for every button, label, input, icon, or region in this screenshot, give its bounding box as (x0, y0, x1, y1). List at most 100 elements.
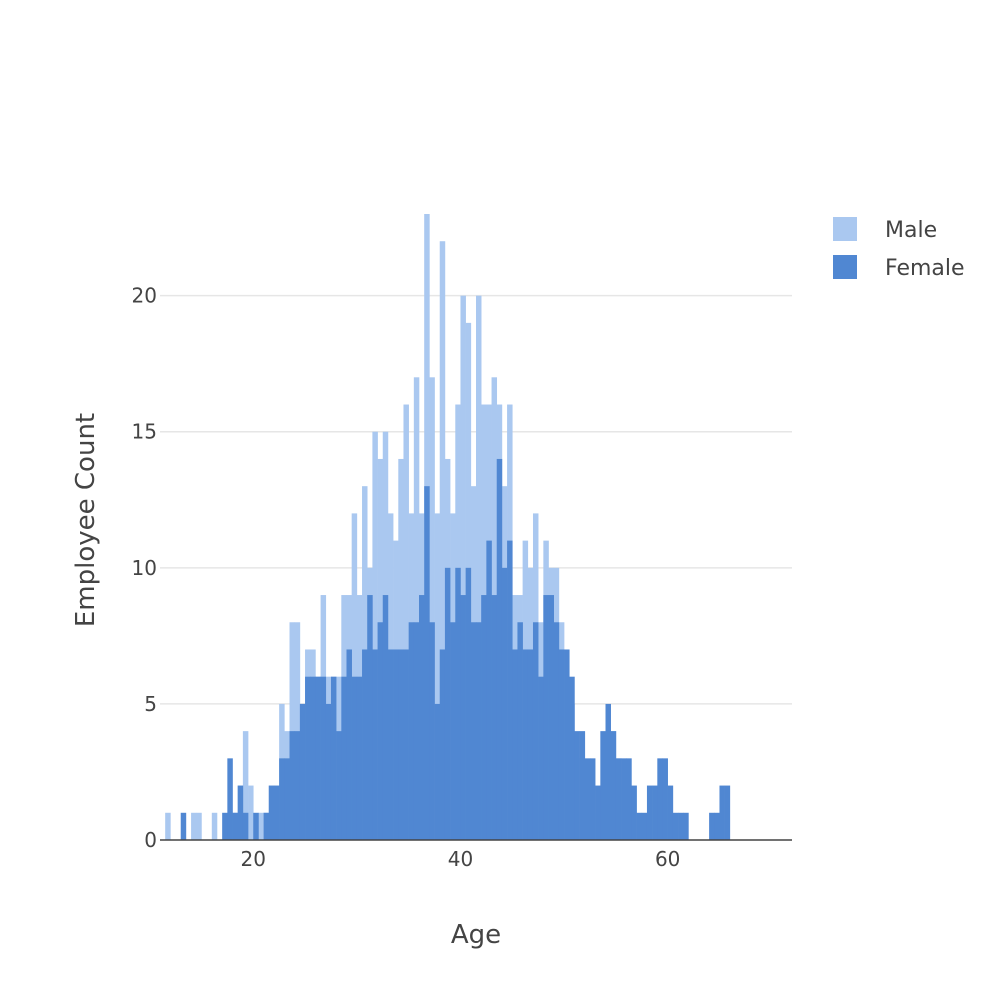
bar-female[interactable] (310, 676, 316, 840)
bar-male[interactable] (196, 812, 202, 840)
bar-female[interactable] (569, 676, 575, 840)
legend-item-male[interactable]: Male (833, 217, 937, 243)
bar-male[interactable] (242, 731, 249, 840)
bar-female[interactable] (253, 812, 259, 840)
bar-female[interactable] (465, 567, 472, 840)
bar-male[interactable] (439, 241, 446, 840)
bar-female[interactable] (709, 812, 715, 840)
bar-female[interactable] (636, 812, 643, 840)
bar-female[interactable] (486, 540, 492, 840)
bar-female[interactable] (325, 703, 332, 840)
bar-female[interactable] (279, 758, 285, 840)
bar-male[interactable] (434, 513, 441, 840)
bar-female[interactable] (501, 567, 508, 840)
bar-female[interactable] (242, 812, 249, 840)
bar-female[interactable] (351, 676, 358, 840)
bar-female[interactable] (610, 731, 617, 840)
bar-female[interactable] (382, 595, 389, 840)
bar-female[interactable] (284, 758, 290, 840)
legend[interactable]: Male Female (833, 217, 965, 281)
bar-female[interactable] (672, 812, 679, 840)
bar-female[interactable] (527, 649, 534, 840)
bar-female[interactable] (646, 785, 653, 840)
bar-female[interactable] (346, 649, 352, 840)
bar-female[interactable] (548, 595, 555, 840)
bar-female[interactable] (450, 622, 456, 840)
bar-female[interactable] (662, 758, 668, 840)
bar-female[interactable] (538, 676, 544, 840)
bar-female[interactable] (372, 649, 378, 840)
bar-female[interactable] (522, 649, 529, 840)
bar-female[interactable] (305, 676, 311, 840)
bar-male[interactable] (403, 404, 409, 840)
bar-female[interactable] (512, 649, 518, 840)
bar-female[interactable] (455, 567, 461, 840)
bar-female[interactable] (714, 812, 720, 840)
bar-female[interactable] (424, 486, 430, 840)
bar-female[interactable] (553, 622, 560, 840)
bar-female[interactable] (180, 812, 187, 840)
bar-female[interactable] (652, 785, 658, 840)
bar-female[interactable] (341, 676, 347, 840)
bar-female[interactable] (600, 731, 606, 840)
bar-female[interactable] (330, 676, 337, 840)
bar-female[interactable] (232, 812, 239, 840)
bar-male[interactable] (460, 295, 466, 840)
bar-female[interactable] (683, 812, 689, 840)
bar-male[interactable] (211, 812, 218, 840)
bar-female[interactable] (356, 676, 363, 840)
bar-female[interactable] (631, 785, 637, 840)
bar-female[interactable] (470, 622, 477, 840)
bar-female[interactable] (621, 758, 627, 840)
bar-female[interactable] (393, 649, 399, 840)
bar-female[interactable] (615, 758, 622, 840)
bar-female[interactable] (273, 785, 280, 840)
bar-female[interactable] (387, 649, 394, 840)
bar-female[interactable] (543, 595, 549, 840)
bar-female[interactable] (496, 458, 503, 840)
bar-female[interactable] (315, 676, 321, 840)
bar-female[interactable] (605, 703, 611, 840)
bar-female[interactable] (667, 785, 674, 840)
bar-female[interactable] (491, 595, 498, 840)
bar-male[interactable] (248, 785, 254, 840)
bar-female[interactable] (367, 595, 373, 840)
bar-female[interactable] (289, 731, 295, 840)
bar-female[interactable] (595, 785, 601, 840)
bar-female[interactable] (589, 758, 596, 840)
bar-female[interactable] (294, 731, 301, 840)
bar-male[interactable] (413, 377, 420, 840)
bar-female[interactable] (657, 758, 663, 840)
bar-male[interactable] (476, 295, 482, 840)
bar-female[interactable] (444, 567, 451, 840)
bar-female[interactable] (439, 649, 446, 840)
bar-female[interactable] (434, 703, 441, 840)
bar-female[interactable] (460, 595, 466, 840)
bar-female[interactable] (408, 622, 415, 840)
bar-female[interactable] (398, 649, 404, 840)
bar-female[interactable] (719, 785, 725, 840)
bar-female[interactable] (476, 622, 482, 840)
bar-female[interactable] (507, 540, 513, 840)
bar-female[interactable] (237, 785, 244, 840)
bar-female[interactable] (222, 812, 228, 840)
bar-female[interactable] (678, 812, 684, 840)
bar-female[interactable] (320, 676, 327, 840)
bar-female[interactable] (268, 785, 275, 840)
bar-female[interactable] (626, 758, 632, 840)
bar-female[interactable] (481, 595, 487, 840)
bar-female[interactable] (227, 758, 233, 840)
bar-male[interactable] (258, 812, 264, 840)
bar-female[interactable] (724, 785, 731, 840)
bar-female[interactable] (429, 622, 435, 840)
bar-male[interactable] (429, 377, 435, 840)
bar-male[interactable] (372, 431, 378, 840)
bar-female[interactable] (574, 731, 580, 840)
bar-female[interactable] (362, 649, 368, 840)
legend-item-female[interactable]: Female (833, 255, 965, 281)
bar-female[interactable] (413, 622, 420, 840)
bar-female[interactable] (336, 731, 342, 840)
bar-female[interactable] (579, 731, 586, 840)
bar-female[interactable] (299, 703, 306, 840)
bar-female[interactable] (532, 622, 539, 840)
